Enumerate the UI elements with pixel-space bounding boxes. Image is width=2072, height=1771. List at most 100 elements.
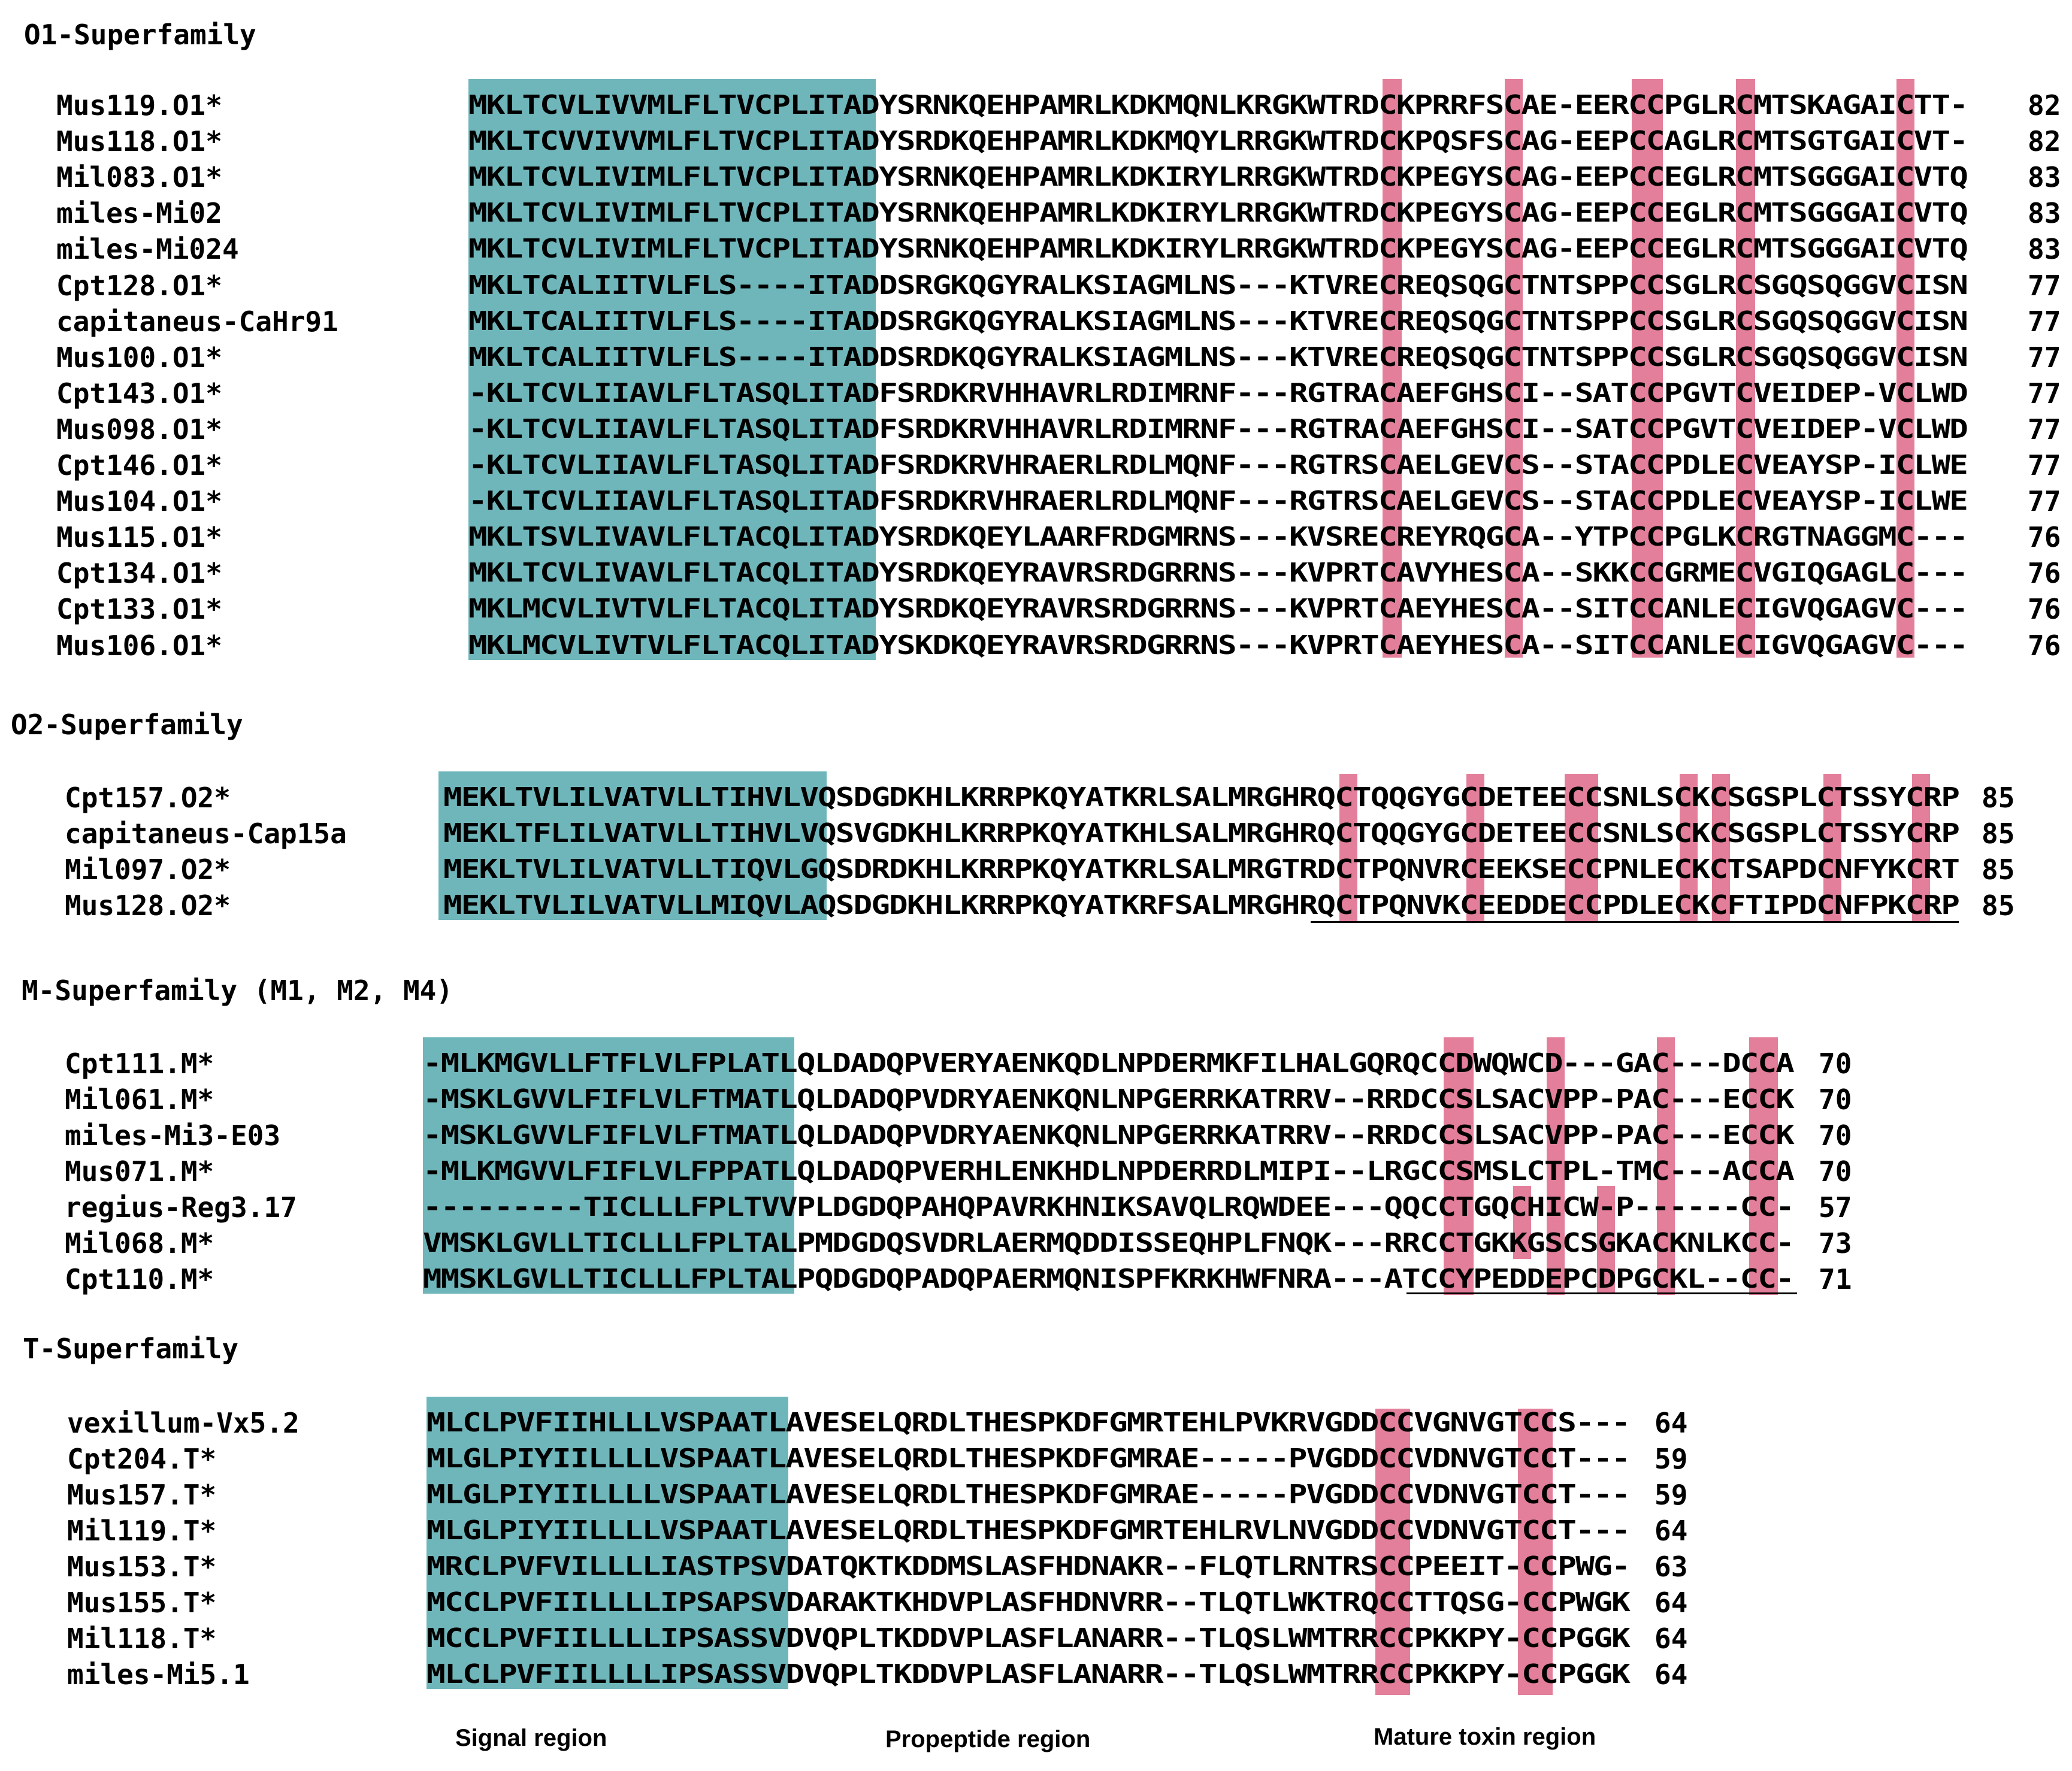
cysteine-column-highlight — [1375, 1409, 1410, 1695]
cysteine-column-highlight — [1712, 774, 1730, 922]
sequence-length: 76 — [2028, 557, 2061, 590]
sequence-residues: MEKLTFLILVATVLLTIHVLVQSVGDKHLKRRPKQYATKH… — [443, 818, 1960, 849]
sequence-residues: ---------TICLLLFPLTVVPLDGDQPAHQPAVRKHNIK… — [423, 1192, 1795, 1222]
sequence-name: Cpt128.O1* — [56, 269, 222, 302]
sequence-name: Cpt146.O1* — [56, 449, 222, 482]
sequence-name: Mus119.O1* — [56, 89, 222, 122]
sequence-name: Cpt133.O1* — [56, 593, 222, 626]
sequence-length: 85 — [1982, 818, 2015, 850]
cysteine-column-highlight — [1597, 1186, 1615, 1294]
sequence-name: Mil119.T* — [67, 1515, 217, 1547]
legend-signal-region: Signal region — [455, 1725, 607, 1751]
sequence-length: 76 — [2028, 629, 2061, 662]
sequence-residues: MKLTCVLIVIMLFLTVCPLITADYSRNKQEHPAMRLKDKI… — [468, 162, 1968, 193]
section-title-o1: O1-Superfamily — [24, 19, 256, 51]
cysteine-column-highlight — [1505, 79, 1523, 658]
sequence-name: Mus071.M* — [65, 1155, 214, 1188]
sequence-length: 77 — [2028, 341, 2061, 374]
sequence-name: Cpt134.O1* — [56, 557, 222, 590]
cysteine-column-highlight — [1736, 79, 1755, 658]
cysteine-column-highlight — [1565, 774, 1598, 922]
sequence-length: 83 — [2028, 233, 2061, 266]
sequence-length: 64 — [1654, 1658, 1688, 1691]
sequence-residues: MEKLTVLILVATVLLTIQVLGQSDRDKHLKRRPKQYATKR… — [443, 854, 1960, 885]
cysteine-column-highlight — [1632, 79, 1663, 658]
sequence-length: 76 — [2028, 521, 2061, 554]
sequence-name: Mil118.T* — [67, 1622, 217, 1655]
sequence-residues: -KLTCVLIIAVLFLTASQLITADFSRDKRVHRAERLRDLM… — [468, 486, 1968, 517]
sequence-name: Mus100.O1* — [56, 341, 222, 374]
sequence-residues: MLCLPVFIILLLLIPSASSVDVQPLTKDDVPLASFLANAR… — [427, 1659, 1631, 1690]
sequence-residues: MCCLPVFIILLLLIPSAPSVDARAKTKHDVPLASFHDNVR… — [427, 1587, 1631, 1618]
sequence-name: Mus155.T* — [67, 1587, 217, 1619]
sequence-name: miles-Mi3-E03 — [65, 1119, 281, 1152]
sequence-residues: MKLTCVLIVIMLFLTVCPLITADYSRNKQEHPAMRLKDKI… — [468, 234, 1968, 265]
sequence-length: 82 — [2028, 125, 2061, 158]
sequence-length: 70 — [1819, 1119, 1852, 1152]
sequence-name: miles-Mi02 — [56, 197, 222, 230]
sequence-length: 83 — [2028, 161, 2061, 194]
sequence-residues: MRCLPVFVILLLLIASTPSVDATQKTKDDMSLASFHDNAK… — [427, 1551, 1631, 1582]
sequence-length: 73 — [1819, 1227, 1852, 1260]
sequence-name: Cpt110.M* — [65, 1263, 214, 1295]
sequence-name: Mus128.O2* — [65, 889, 231, 922]
cysteine-column-highlight — [1513, 1186, 1531, 1259]
sequence-name: Mus153.T* — [67, 1551, 217, 1583]
sequence-length: 83 — [2028, 197, 2061, 230]
sequence-name: Mus104.O1* — [56, 485, 222, 518]
sequence-name: capitaneus-CaHr91 — [56, 305, 338, 338]
sequence-length: 77 — [2028, 413, 2061, 446]
sequence-residues: -MSKLGVVLFIFLVLFTMATLQLDADQPVDRYAENKQNLN… — [423, 1120, 1795, 1151]
sequence-residues: -MSKLGVVLFIFLVLFTMATLQLDADQPVDRYAENKQNLN… — [423, 1084, 1795, 1115]
sequence-residues: -MLKMGVLLFTFLVLFPLATLQLDADQPVERYAENKQDLN… — [423, 1048, 1795, 1079]
sequence-residues: MEKLTVLILVATVLLMIQVLAQSDGDKHLKRRPKQYATKR… — [443, 890, 1960, 921]
mature-region-underline — [1311, 921, 1959, 923]
cysteine-column-highlight — [1339, 774, 1357, 922]
cysteine-column-highlight — [1912, 774, 1930, 922]
sequence-length: 70 — [1819, 1048, 1852, 1080]
sequence-name: Cpt143.O1* — [56, 377, 222, 410]
sequence-residues: MLGLPIYIILLLLVSPAATLAVESELQRDLTHESPKDFGM… — [427, 1479, 1631, 1510]
signal-region-highlight — [427, 1397, 788, 1689]
sequence-name: regius-Reg3.17 — [65, 1191, 297, 1224]
sequence-length: 77 — [2028, 269, 2061, 302]
sequence-length: 85 — [1982, 853, 2015, 886]
sequence-residues: VMSKLGVLLTICLLLFPLTALPMDGDQSVDRLAERMQDDI… — [423, 1228, 1795, 1258]
cysteine-column-highlight — [1466, 774, 1484, 922]
sequence-name: Mil083.O1* — [56, 161, 222, 194]
sequence-name: Mus118.O1* — [56, 125, 222, 158]
signal-region-highlight — [438, 771, 827, 920]
sequence-name: Mus106.O1* — [56, 629, 222, 662]
cysteine-column-highlight — [1680, 774, 1698, 922]
sequence-residues: MKLTCVLIVIMLFLTVCPLITADYSRNKQEHPAMRLKDKI… — [468, 198, 1968, 229]
signal-region-highlight — [423, 1037, 794, 1294]
sequence-length: 82 — [2028, 89, 2061, 122]
cysteine-column-highlight — [1547, 1037, 1565, 1295]
sequence-name: Mil097.O2* — [65, 853, 231, 886]
cysteine-column-highlight — [1823, 774, 1841, 922]
sequence-name: capitaneus-Cap15a — [65, 818, 347, 850]
cysteine-column-highlight — [1896, 79, 1914, 658]
cysteine-column-highlight — [1749, 1037, 1778, 1295]
sequence-length: 85 — [1982, 782, 2015, 814]
sequence-length: 85 — [1982, 889, 2015, 922]
sequence-name: Mus098.O1* — [56, 413, 222, 446]
sequence-length: 77 — [2028, 485, 2061, 518]
sequence-residues: -MLKMGVVLFIFLVLFPPATLQLDADQPVERHLENKHDLN… — [423, 1156, 1795, 1186]
cysteine-column-highlight — [1444, 1037, 1474, 1295]
sequence-residues: MLCLPVFIIHLLLVSPAATLAVESELQRDLTHESPKDFGM… — [427, 1407, 1631, 1438]
sequence-residues: MKLMCVLIVTVLFLTACQLITADYSKDKQEYRAVRSRDGR… — [468, 629, 1968, 661]
signal-region-highlight — [468, 79, 876, 660]
sequence-length: 77 — [2028, 305, 2061, 338]
sequence-residues: MLGLPIYIILLLLVSPAATLAVESELQRDLTHESPKDFGM… — [427, 1443, 1631, 1474]
sequence-length: 57 — [1819, 1191, 1852, 1224]
sequence-residues: MLGLPIYIILLLLVSPAATLAVESELQRDLTHESPKDFGM… — [427, 1515, 1631, 1546]
sequence-residues: -KLTCVLIIAVLFLTASQLITADFSRDKRVHHAVRLRDIM… — [468, 413, 1968, 444]
sequence-length: 71 — [1819, 1263, 1852, 1295]
sequence-residues: MKLTCALIITVLFLS----ITADDSRGKQGYRALKSIAGM… — [468, 270, 1968, 301]
sequence-name: Mus115.O1* — [56, 521, 222, 554]
sequence-name: Mil068.M* — [65, 1227, 214, 1260]
section-title-m: M-Superfamily (M1, M2, M4) — [22, 974, 453, 1007]
sequence-name: miles-Mi5.1 — [67, 1658, 250, 1691]
